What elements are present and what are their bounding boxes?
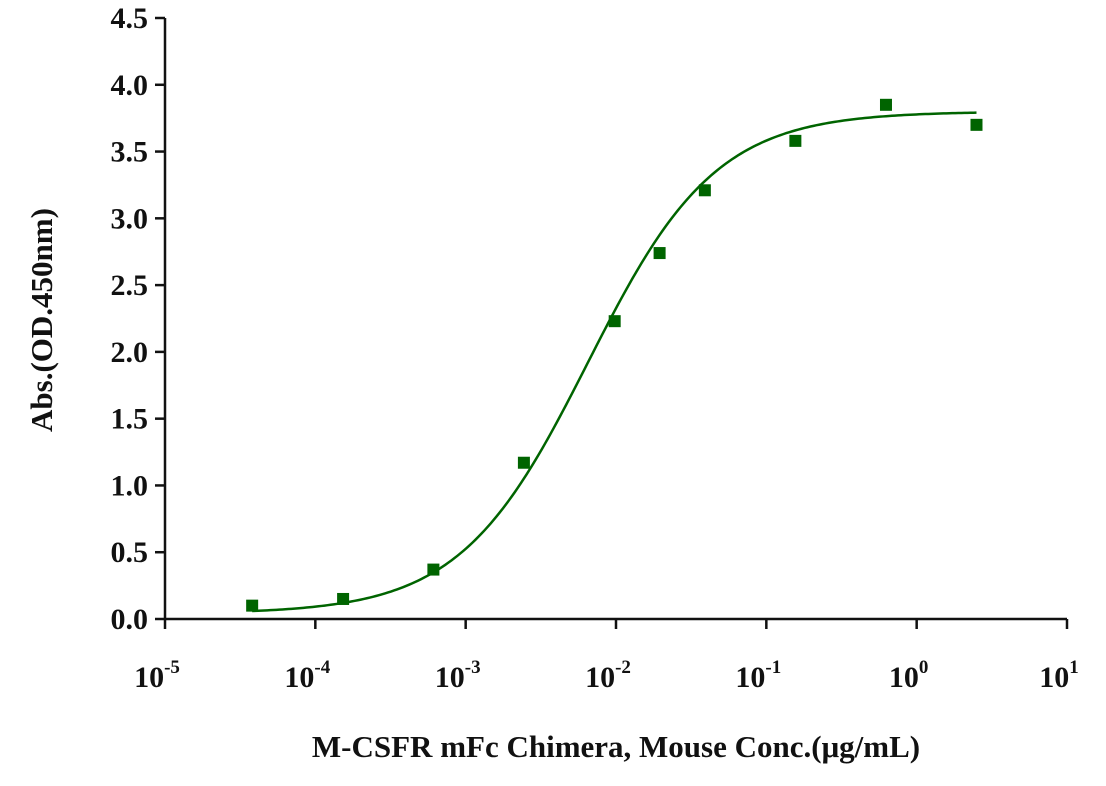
y-ticks: 0.0 0.5 1.0 1.5 2.0 2.5 3.0 3.5 4.0 4.5: [111, 2, 165, 636]
data-point: [246, 599, 259, 612]
data-point: [879, 98, 892, 111]
x-tick-label: 10-4: [284, 657, 330, 694]
fit-curve: [252, 111, 977, 613]
x-tick-label: 10-3: [435, 657, 481, 694]
data-point: [337, 592, 350, 605]
x-tick-label: 101: [1039, 657, 1079, 694]
data-point: [970, 118, 983, 131]
x-ticks: 10-5 10-4 10-3 10-2 10-1 100 101: [134, 619, 1079, 694]
y-tick-label: 2.0: [111, 336, 149, 369]
y-tick-label: 1.0: [111, 469, 149, 502]
x-tick-label: 10-1: [735, 657, 781, 694]
y-tick-label: 4.0: [111, 69, 149, 102]
y-tick-label: 4.5: [111, 2, 149, 35]
y-tick-label: 0.5: [111, 536, 149, 569]
x-tick-label: 100: [889, 657, 929, 694]
y-tick-label: 2.5: [111, 269, 149, 302]
x-tick-label: 10-2: [585, 657, 631, 694]
y-tick-label: 3.0: [111, 202, 149, 235]
data-point: [608, 315, 621, 328]
data-point: [789, 134, 802, 147]
x-axis-title: M-CSFR mFc Chimera, Mouse Conc.(μg/mL): [312, 729, 920, 764]
x-tick-label: 10-5: [134, 657, 180, 694]
data-point: [427, 563, 440, 576]
y-tick-label: 1.5: [111, 403, 149, 436]
data-point: [698, 184, 711, 197]
data-points: [246, 98, 983, 612]
y-axis-title: Abs.(OD.450nm): [24, 208, 59, 432]
y-tick-label: 0.0: [111, 603, 149, 636]
y-tick-label: 3.5: [111, 136, 149, 169]
data-point: [653, 247, 666, 260]
data-point: [517, 456, 530, 469]
